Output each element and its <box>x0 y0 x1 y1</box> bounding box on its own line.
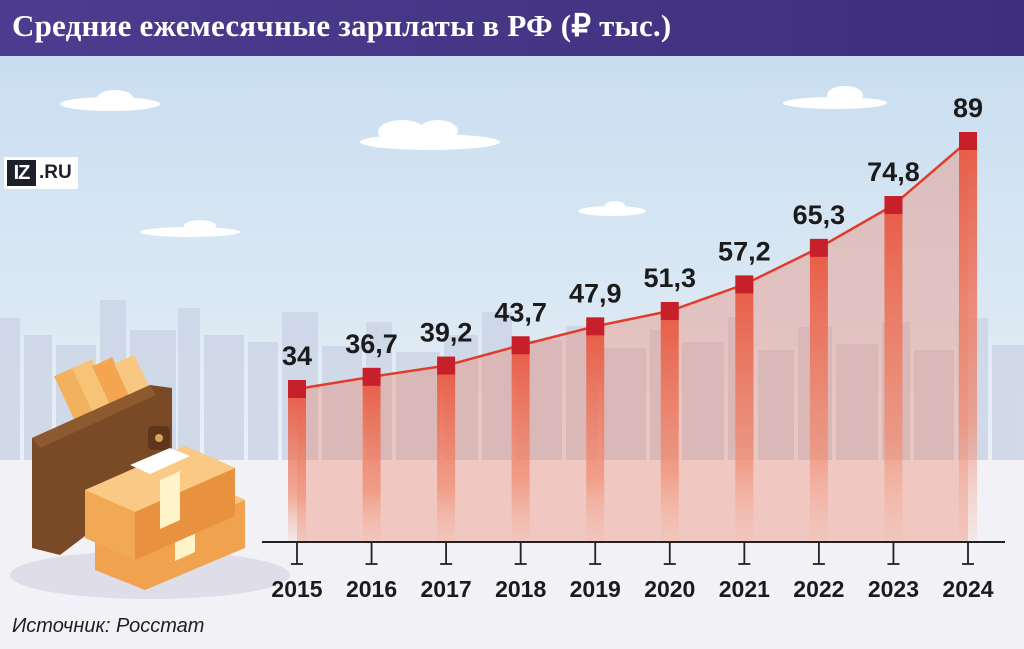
point-marker-2019 <box>586 317 605 336</box>
point-marker-2020 <box>660 301 679 320</box>
data-label-2021: 57,2 <box>718 236 771 266</box>
bar-2019 <box>586 326 605 542</box>
data-label-2018: 43,7 <box>494 297 547 327</box>
data-label-2022: 65,3 <box>793 200 846 230</box>
bar-2020 <box>660 310 679 542</box>
x-tick-label-2018: 2018 <box>495 576 546 602</box>
bar-2024 <box>959 141 977 542</box>
point-marker-2016 <box>362 367 381 386</box>
data-label-2019: 47,9 <box>569 278 622 308</box>
series-line <box>296 140 969 391</box>
data-label-2023: 74,8 <box>867 157 920 187</box>
point-marker-2024 <box>959 132 977 150</box>
point-marker-2021 <box>735 275 754 294</box>
x-tick-label-2015: 2015 <box>271 576 322 602</box>
point-marker-2015 <box>288 380 306 398</box>
bar-2022 <box>809 247 828 542</box>
x-tick-label-2022: 2022 <box>793 576 844 602</box>
header-bar: Средние ежемесячные зарплаты в РФ (₽ тыс… <box>0 0 1024 56</box>
chart-area: 2015 2016 2017 2018 2019 2020 2021 2022 2023 2024… <box>0 56 1024 649</box>
x-tick-label-2019: 2019 <box>570 576 621 602</box>
x-tick-label-2017: 2017 <box>421 576 472 602</box>
point-marker-2023 <box>884 196 903 215</box>
plot-group: 2015 2016 2017 2018 2019 2020 2021 2022 2023 2024… <box>262 93 1005 602</box>
izru-logo: IZ .RU <box>4 157 78 189</box>
chart-title: Средние ежемесячные зарплаты в РФ (₽ тыс… <box>12 8 672 43</box>
bar-2018 <box>511 345 530 542</box>
point-marker-2018 <box>511 336 530 355</box>
source-note: Источник: Росстат <box>12 615 205 637</box>
bar-2023 <box>884 205 903 542</box>
bar-2017 <box>437 365 456 542</box>
x-tick-label-2023: 2023 <box>868 576 919 602</box>
bar-2015 <box>288 389 306 542</box>
logo-badge: IZ <box>7 160 36 186</box>
data-label-2017: 39,2 <box>420 318 473 348</box>
wallet-money-illustration <box>10 354 290 599</box>
x-tick-label-2020: 2020 <box>644 576 695 602</box>
data-label-2015: 34 <box>282 341 312 371</box>
x-tick-label-2021: 2021 <box>719 576 770 602</box>
point-marker-2017 <box>437 356 456 375</box>
bar-2016 <box>362 376 381 542</box>
clouds <box>60 86 887 237</box>
x-tick-label-2016: 2016 <box>346 576 397 602</box>
logo-domain: .RU <box>39 162 72 183</box>
x-tick-label-2024: 2024 <box>942 576 993 602</box>
data-label-2024: 89 <box>953 93 983 123</box>
point-marker-2022 <box>809 238 828 257</box>
data-label-2020: 51,3 <box>643 263 696 293</box>
data-label-2016: 36,7 <box>345 329 398 359</box>
series-area <box>297 141 968 542</box>
bar-2021 <box>735 284 754 542</box>
